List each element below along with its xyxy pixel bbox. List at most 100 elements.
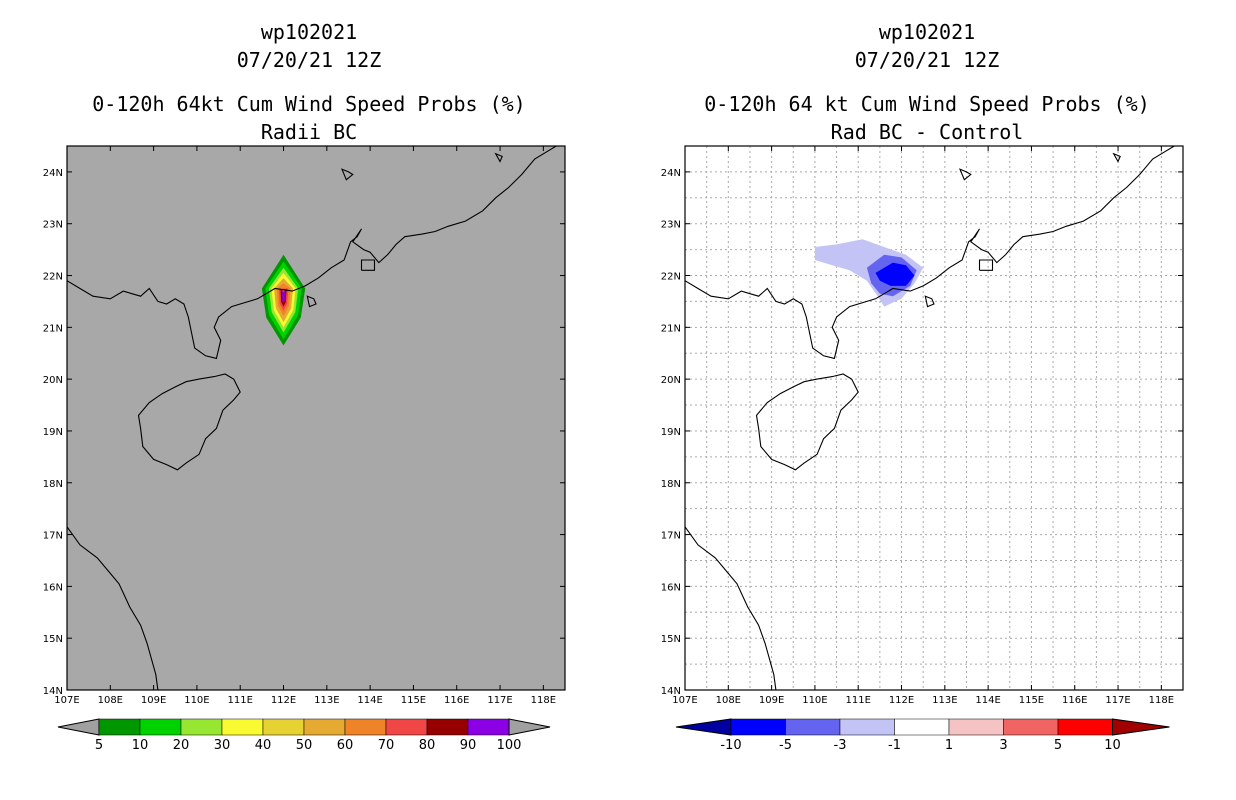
map-border <box>684 145 1184 691</box>
colorbar-label: 100 <box>497 738 522 753</box>
colorbar-segment <box>344 718 387 736</box>
probability-map: 107E 108E 109E 110E 111E 112E 113E 114E 115E 116E… <box>43 145 566 753</box>
lon-tick-label: 109E <box>141 695 166 706</box>
colorbar-label: 60 <box>337 738 354 753</box>
colorbar-segment <box>1057 718 1113 736</box>
lat-tick-label: 21N <box>43 323 63 334</box>
lon-tick-label: 111E <box>846 695 871 706</box>
lon-tick-label: 117E <box>1105 695 1130 706</box>
grid-lines <box>685 146 1183 690</box>
lon-tick-label: 112E <box>271 695 296 706</box>
colorbar-arrow-left <box>57 718 100 736</box>
colorbar-label: -10 <box>720 738 741 753</box>
colorbar: -10 -5 -3 -1 1 3 5 10 <box>675 718 1170 753</box>
lon-tick-label: 108E <box>716 695 741 706</box>
colorbar-segment <box>303 718 346 736</box>
difference-contour <box>875 262 915 286</box>
colorbar-segment <box>180 718 223 736</box>
lat-tick-label: 23N <box>661 220 681 231</box>
lat-tick-label: 21N <box>661 323 681 334</box>
map-title: 0-120h 64 kt Cum Wind Speed Probs (%) <box>704 92 1150 116</box>
map-border <box>66 145 566 691</box>
map-background <box>685 146 1183 690</box>
colorbar-label: 30 <box>214 738 231 753</box>
lat-tick-label: 16N <box>43 582 63 593</box>
lat-tick-label: 23N <box>43 220 63 231</box>
colorbar-segment <box>98 718 141 736</box>
colorbar-label: 5 <box>95 738 103 753</box>
coastline-island <box>494 152 503 163</box>
colorbar-label: 20 <box>173 738 190 753</box>
lat-tick-label: 17N <box>661 531 681 542</box>
lat-tick-label: 24N <box>661 168 681 179</box>
lat-tick-label: 24N <box>43 168 63 179</box>
lon-tick-label: 114E <box>357 695 382 706</box>
lat-tick-label: 16N <box>661 582 681 593</box>
lon-tick-label: 116E <box>1062 695 1087 706</box>
coastline-vietnam <box>684 526 777 691</box>
lon-tick-label: 111E <box>228 695 253 706</box>
coastline-island <box>1112 152 1121 163</box>
storm-id: wp102021 <box>878 20 976 44</box>
map-title: 0-120h 64kt Cum Wind Speed Probs (%) <box>92 92 526 116</box>
lon-tick-label: 107E <box>672 695 697 706</box>
lon-tick-label: 113E <box>314 695 339 706</box>
coastline-island <box>340 168 354 181</box>
colorbar-label: 90 <box>460 738 477 753</box>
colorbar-arrow-right <box>1112 718 1170 736</box>
lon-tick-label: 118E <box>1149 695 1174 706</box>
colorbar-segment <box>1003 718 1059 736</box>
colorbar: 5 10 20 30 40 50 60 70 80 90 100 <box>57 718 551 753</box>
lat-tick-label: 17N <box>43 531 63 542</box>
colorbar-segment <box>785 718 841 736</box>
colorbar-segment <box>839 718 895 736</box>
lon-tick-label: 110E <box>184 695 209 706</box>
axis-labels: 107E 108E 109E 110E 111E 112E 113E 114E 115E 116E… <box>661 146 1183 706</box>
datetime: 07/20/21 12Z <box>236 48 382 72</box>
colorbar-arrow-left <box>675 718 732 736</box>
lat-tick-label: 14N <box>661 686 681 697</box>
lat-tick-label: 20N <box>661 375 681 386</box>
colorbar-label: 80 <box>419 738 436 753</box>
lat-tick-label: 22N <box>661 272 681 283</box>
colorbar-label: 5 <box>1054 738 1062 753</box>
lat-tick-label: 22N <box>43 272 63 283</box>
coastline-hongkong <box>360 259 376 271</box>
colorbar-segment <box>467 718 510 736</box>
lat-tick-label: 15N <box>43 634 63 645</box>
colorbar-arrow-right <box>508 718 551 736</box>
colorbar-segment <box>894 718 950 736</box>
lat-tick-label: 18N <box>661 479 681 490</box>
lon-tick-label: 116E <box>444 695 469 706</box>
map-background <box>67 146 565 690</box>
difference-map: 107E 108E 109E 110E 111E 112E 113E 114E 115E 116E… <box>661 145 1184 753</box>
lon-tick-label: 107E <box>54 695 79 706</box>
colorbar-label: 1 <box>945 738 953 753</box>
lon-tick-label: 109E <box>759 695 784 706</box>
colorbar-label: 50 <box>296 738 313 753</box>
probability-contour <box>282 288 285 303</box>
map-subtitle: Rad BC - Control <box>830 120 1024 144</box>
colorbar-segment <box>262 718 305 736</box>
lon-tick-label: 117E <box>487 695 512 706</box>
lat-tick-label: 20N <box>43 375 63 386</box>
lon-tick-label: 114E <box>975 695 1000 706</box>
coastline-hainan <box>137 373 241 471</box>
map-frame: 107E 108E 109E 110E 111E 112E 113E 114E 115E 116E… <box>43 145 566 706</box>
lat-tick-label: 15N <box>661 634 681 645</box>
colorbar-label: -3 <box>834 738 847 753</box>
coastline-island <box>958 168 972 181</box>
coastline-island <box>306 295 317 308</box>
lon-tick-label: 115E <box>401 695 426 706</box>
lon-tick-label: 118E <box>531 695 556 706</box>
colorbar-label: 40 <box>255 738 272 753</box>
right-panel: wp102021 07/20/21 12Z 0-120h 64 kt Cum W… <box>618 0 1236 800</box>
coastline-hongkong <box>978 259 994 271</box>
lon-tick-label: 110E <box>802 695 827 706</box>
datetime: 07/20/21 12Z <box>854 48 1000 72</box>
colorbar-segment <box>730 718 786 736</box>
coastlines <box>66 145 557 691</box>
axis-labels: 107E 108E 109E 110E 111E 112E 113E 114E 115E 116E… <box>43 146 565 706</box>
lon-tick-label: 112E <box>889 695 914 706</box>
colorbar-label: -1 <box>888 738 901 753</box>
